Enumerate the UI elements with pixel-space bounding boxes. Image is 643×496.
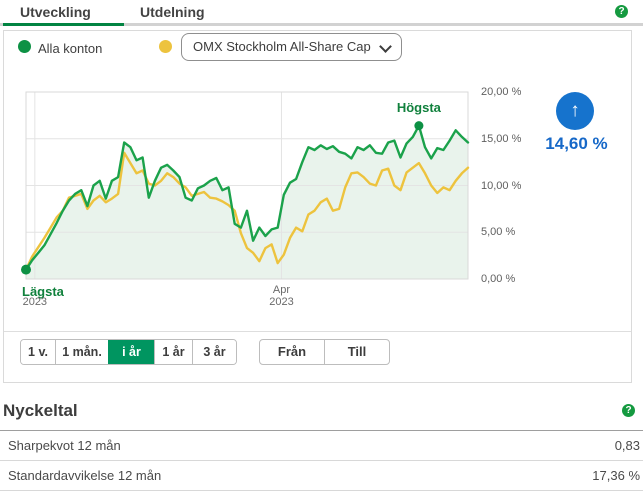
tab-development[interactable]: Utveckling [20,4,91,20]
help-icon[interactable]: ? [615,5,628,18]
y-axis-label: 20,00 % [481,86,522,98]
series-benchmark-line [24,151,470,271]
y-axis-label: 15,00 % [481,132,522,145]
key-figure-label: Sharpekvot 12 mån [8,438,121,453]
plot-border [25,91,469,280]
range-button-1y[interactable]: 1 år [154,340,192,364]
range-button-group: 1 v. 1 mån. i år 1 år 3 år [20,339,237,365]
x-axis-label: Apr 2023 [269,284,294,308]
date-range-group: Från Till [259,339,390,365]
active-tab-indicator [3,23,124,26]
x-axis-label: 2023 [22,296,48,308]
key-figures-help-icon[interactable]: ? [622,404,635,417]
key-figure-label: Standardavvikelse 12 mån [8,468,162,483]
range-button-1m[interactable]: 1 mån. [55,340,108,364]
benchmark-select-value: OMX Stockholm All-Share Cap [193,39,371,54]
divider [0,430,643,431]
y-axis-label: 0,00 % [481,273,516,285]
key-figure-row: Standardavvikelse 12 mån 17,36 % [0,461,643,491]
date-from-button[interactable]: Från [277,344,307,359]
arrow-up-icon: ↑ [570,100,580,121]
range-button-1w[interactable]: 1 v. [21,340,55,364]
range-button-ytd[interactable]: i år [108,340,154,364]
low-annotation: Lägsta [22,284,64,299]
date-to-button[interactable]: Till [324,340,389,364]
benchmark-series-dot-icon [159,40,172,53]
series-account-line [24,124,470,271]
y-axis-label: 5,00 % [481,226,516,239]
panel-divider [4,331,631,332]
key-figure-row: Sharpekvot 12 mån 0,83 [0,431,643,461]
account-legend-label: Alla konton [38,41,103,56]
tab-underline [0,23,643,26]
high-point-marker [414,121,424,131]
key-figure-value: 0,83 [614,438,640,453]
account-series-dot-icon [18,40,31,53]
total-return-value: 14,60 % [545,134,608,153]
performance-chart [21,91,470,280]
tab-dividend[interactable]: Utdelning [140,4,205,20]
series-account-area [26,125,468,279]
key-figure-value: 17,36 % [592,468,640,483]
low-point-marker [21,264,31,275]
y-axis-label: 10,00 % [481,179,522,192]
key-figures-title: Nyckeltal [3,401,78,420]
benchmark-select[interactable]: OMX Stockholm All-Share Cap [181,33,402,61]
range-button-3y[interactable]: 3 år [192,340,236,364]
return-arrow-badge: ↑ [556,92,594,130]
development-panel: Alla konton OMX Stockholm All-Share Cap … [3,30,632,383]
high-annotation: Högsta [396,99,441,115]
